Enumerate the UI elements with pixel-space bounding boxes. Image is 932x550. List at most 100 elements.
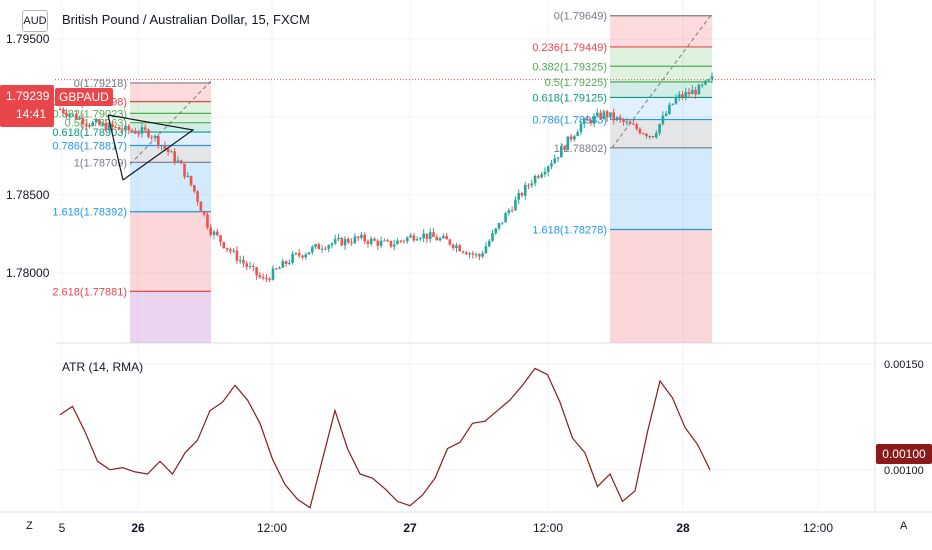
fib-level-label: 1.618(1.78392) — [52, 207, 127, 219]
atr-line — [59, 367, 711, 509]
candle-body — [648, 136, 652, 138]
candle-body — [340, 237, 344, 246]
candle-body — [537, 175, 540, 178]
time-tick-label: 28 — [676, 521, 690, 535]
candle-body — [379, 240, 383, 246]
fib-zone — [610, 66, 712, 82]
currency-badge[interactable]: AUD — [22, 10, 48, 32]
candle-body — [491, 233, 494, 241]
candle-body — [589, 119, 593, 124]
fib-zone — [130, 291, 211, 343]
candle-body — [153, 135, 157, 138]
candle-body — [58, 109, 62, 111]
candle-body — [566, 136, 570, 150]
candle-body — [88, 124, 91, 126]
atr-label[interactable]: ATR (14, RMA) — [62, 360, 144, 374]
candle-body — [700, 84, 704, 86]
candle-body — [307, 252, 311, 255]
candle-body — [445, 236, 448, 240]
candle-body — [704, 80, 707, 85]
candle-body — [91, 122, 95, 126]
candle-body — [563, 146, 566, 150]
candle-body — [304, 254, 308, 258]
candle-body — [117, 127, 121, 130]
candle-body — [546, 166, 550, 172]
candle-body — [468, 253, 471, 255]
fib-zone — [610, 46, 712, 67]
candle-body — [533, 175, 537, 184]
candle-body — [111, 123, 114, 127]
candle-body — [127, 125, 131, 131]
candle-body — [618, 117, 622, 120]
candle-body — [343, 238, 347, 246]
fib-zone — [610, 229, 712, 343]
atr-pane: 0.00150 0.00100 — [55, 359, 924, 509]
fib-zone — [610, 15, 712, 47]
candle-body — [677, 94, 681, 98]
candle-body — [543, 171, 547, 175]
candle-body — [710, 76, 714, 80]
candle-body — [353, 236, 357, 244]
candle-body — [78, 117, 81, 120]
candle-body — [215, 231, 219, 236]
candle-body — [212, 231, 216, 236]
candle-body — [471, 253, 475, 255]
candle-body — [661, 115, 665, 124]
candle-body — [278, 267, 281, 269]
candle-body — [632, 123, 635, 125]
candle-body — [156, 135, 160, 147]
candle-body — [635, 124, 638, 129]
time-tick-label: 12:00 — [533, 521, 563, 535]
candle-body — [150, 136, 154, 138]
price-tick-label: 1.79500 — [6, 32, 50, 46]
candle-body — [402, 240, 406, 242]
auto-scale-button[interactable]: A — [900, 520, 908, 532]
candle-body — [405, 237, 409, 242]
candle-body — [327, 245, 330, 249]
time-tick-label: 27 — [403, 521, 417, 535]
candle-body — [658, 123, 661, 133]
candle-body — [252, 266, 255, 268]
timezone-button[interactable]: Z — [26, 520, 33, 532]
candle-body — [645, 133, 648, 137]
candle-body — [98, 119, 101, 125]
fib-zone — [130, 145, 211, 163]
candle-body — [579, 123, 583, 133]
candle-body — [124, 125, 127, 131]
fib-level-label: 0.236(1.79449) — [532, 42, 607, 54]
candle-body — [222, 241, 226, 248]
candle-body — [435, 237, 439, 241]
candle-body — [288, 262, 291, 264]
candle-body — [199, 201, 203, 211]
candle-body — [599, 112, 602, 119]
triangle-pattern — [107, 114, 195, 181]
candle-body — [324, 248, 327, 250]
candle-body — [622, 119, 625, 122]
candle-body — [232, 250, 235, 252]
candle-body — [271, 268, 275, 280]
fib-zone — [130, 113, 211, 123]
candle-body — [363, 234, 367, 242]
candle-body — [314, 244, 317, 248]
candle-body — [242, 260, 245, 264]
candle-body — [166, 148, 170, 152]
candles — [58, 72, 714, 283]
candle-body — [186, 175, 190, 177]
candle-body — [206, 214, 209, 228]
candle-body — [68, 114, 72, 117]
candle-body — [134, 131, 137, 134]
atr-tick-label: 0.00150 — [884, 359, 924, 371]
fib-zone — [610, 119, 712, 148]
candle-body — [655, 132, 658, 138]
candle-body — [392, 244, 396, 247]
candle-body — [412, 235, 416, 241]
fib-level-label: 0.786(1.78983) — [532, 115, 607, 127]
candle-body — [147, 129, 150, 137]
candle-body — [219, 235, 222, 242]
candle-body — [681, 94, 684, 98]
candle-body — [114, 126, 117, 128]
candle-body — [684, 92, 688, 98]
candle-body — [514, 199, 517, 211]
chart-title: British Pound / Australian Dollar, 15, F… — [62, 12, 310, 27]
